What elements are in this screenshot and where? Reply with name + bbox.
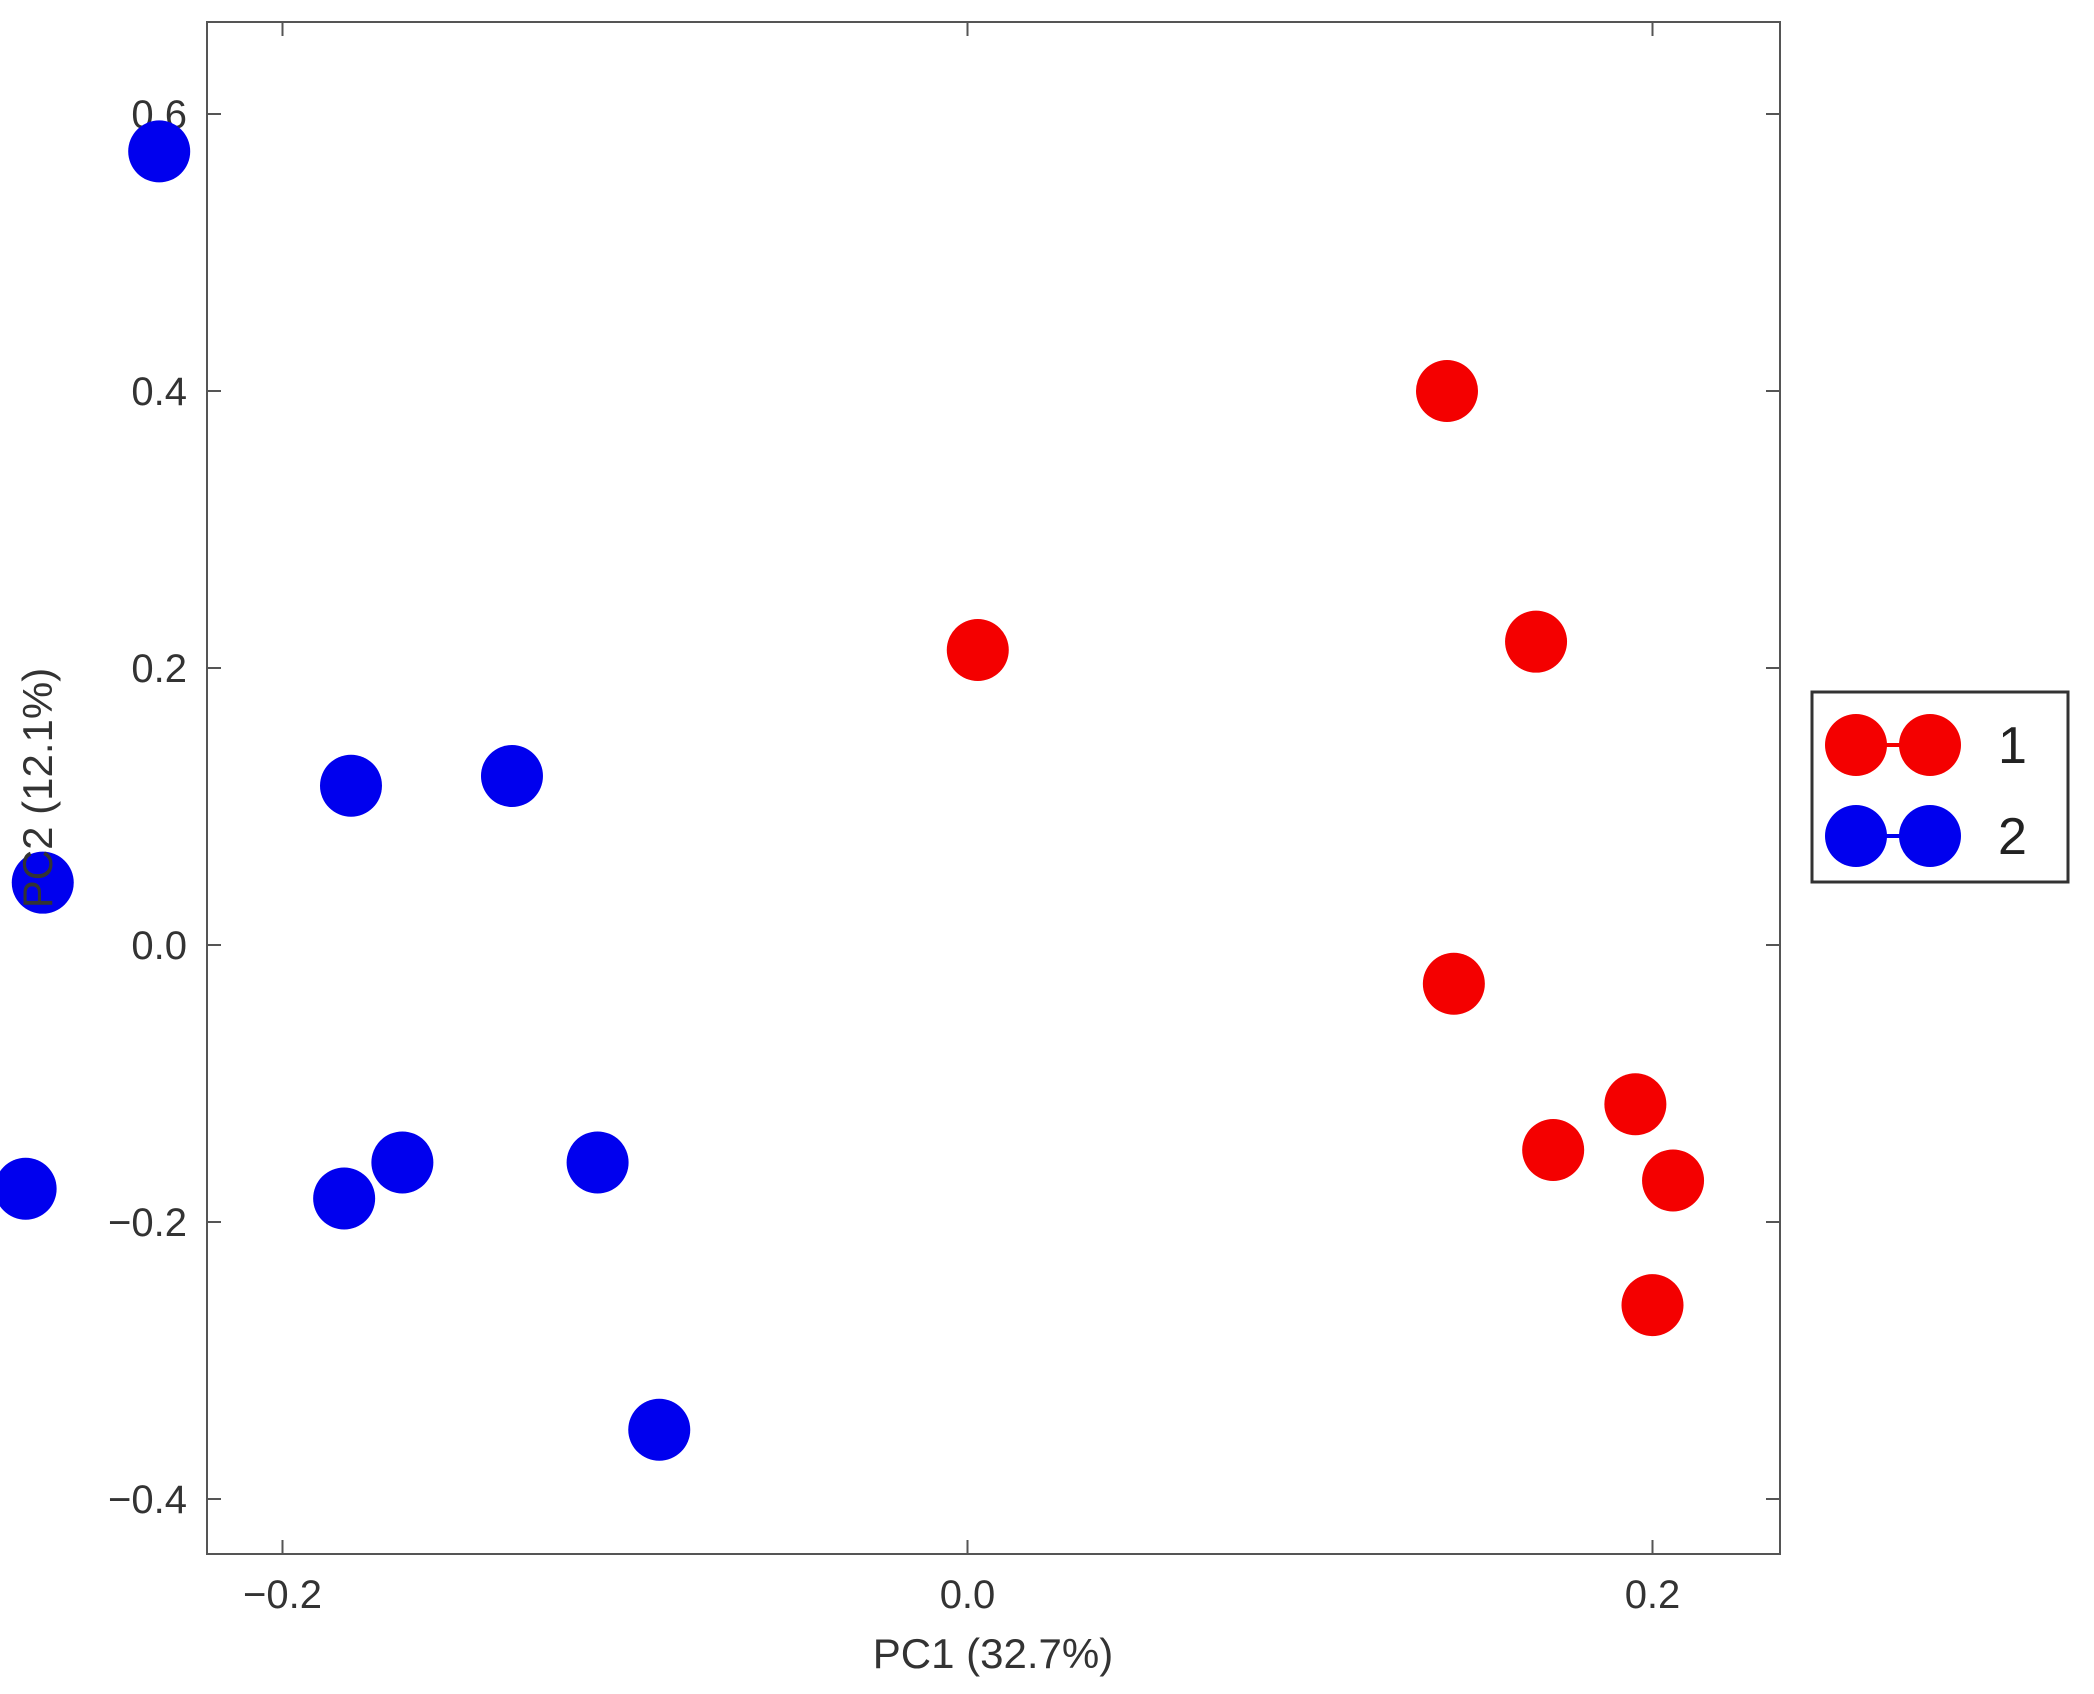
data-points [0,120,1705,1461]
data-point-series-1 [1422,952,1485,1015]
y-tick-label: 0.4 [131,370,187,414]
data-point-series-1 [1604,1073,1667,1136]
plot-frame [206,21,1781,1555]
data-point-series-2 [628,1398,691,1461]
data-point-series-2 [313,1167,376,1230]
legend-entry-series-1: 1 [1825,714,2027,776]
legend-marker-series-1 [1899,714,1961,776]
x-tick-label: 0.0 [940,1573,996,1617]
y-tick-label: 0.0 [131,924,187,968]
data-point-series-2 [566,1131,629,1194]
data-point-series-1 [1522,1118,1585,1181]
data-point-series-2 [11,851,74,914]
data-point-series-2 [371,1131,434,1194]
x-tick-label: 0.2 [1625,1573,1681,1617]
legend-label-series-1: 1 [1998,717,2027,775]
legend: 1 2 [1810,690,2070,884]
y-axis-label: PC2 (12.1%) [14,668,61,908]
legend-marker-series-2 [1825,805,1887,867]
y-tick-label: −0.4 [108,1478,187,1522]
data-point-series-2 [0,1157,57,1220]
legend-marker-series-2 [1899,805,1961,867]
data-point-series-1 [1505,610,1568,673]
legend-marker-series-1 [1825,714,1887,776]
data-point-series-1 [1416,360,1478,422]
y-tick-label: 0.2 [131,647,187,691]
x-axis-label: PC1 (32.7%) [873,1630,1113,1677]
data-point-series-2 [128,120,191,183]
data-point-series-1 [1642,1149,1705,1212]
data-point-series-1 [1621,1274,1684,1337]
y-tick-label: −0.2 [108,1201,187,1245]
data-point-series-2 [480,745,543,808]
legend-entry-series-2: 2 [1825,805,2027,867]
x-tick-label: −0.2 [243,1573,322,1617]
data-point-series-2 [320,754,382,817]
legend-label-series-2: 2 [1998,808,2027,866]
axis-ticks [207,22,1780,1554]
data-point-series-1 [946,618,1009,681]
